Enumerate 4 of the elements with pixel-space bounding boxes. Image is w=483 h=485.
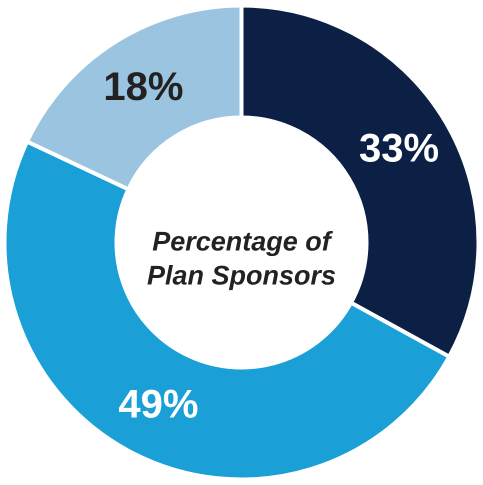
text: Percentage of Plan Sponsors xyxy=(146,226,336,290)
data-label: 49% xyxy=(118,382,198,427)
data-label: 18% xyxy=(103,64,184,109)
data-label: 33% xyxy=(358,126,440,170)
